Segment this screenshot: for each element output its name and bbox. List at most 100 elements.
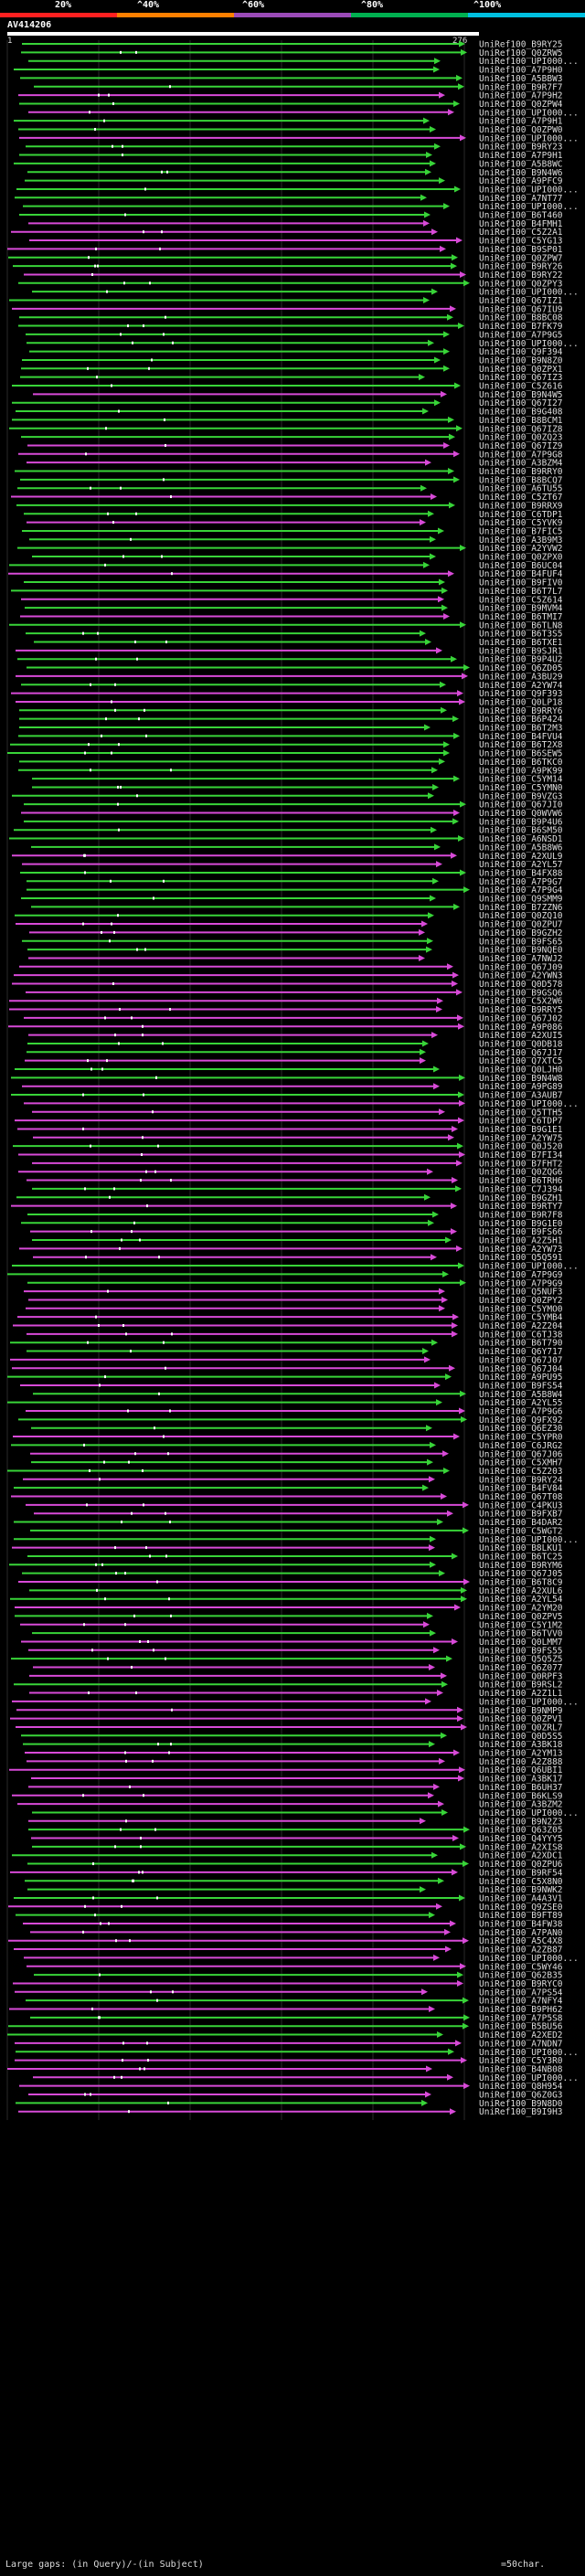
hit-row[interactable]: UniRef100_B6T3S5 [26,630,563,640]
hit-accession[interactable]: UniRef100_A9P086 [479,1023,563,1033]
hit-row[interactable]: UniRef100_B9N4W5 [33,390,563,400]
hit-row[interactable]: UniRef100_A2YVW2 [17,544,563,554]
hit-accession[interactable]: UniRef100_Q67J05 [479,1569,563,1579]
hit-accession[interactable]: UniRef100_B6KLS9 [479,1791,563,1801]
hit-accession[interactable]: UniRef100_UPI000... [479,1954,579,1964]
hit-accession[interactable]: UniRef100_A2XUL9 [479,852,563,862]
hit-row[interactable]: UniRef100_A2Z204 [13,1321,563,1331]
hit-accession[interactable]: UniRef100_UPI000... [479,2048,579,2058]
hit-row[interactable]: UniRef100_B9N8D0 [16,2099,563,2109]
hit-row[interactable]: UniRef100_UPI000... [24,1099,579,1109]
hit-accession[interactable]: UniRef100_A5C4X8 [479,1936,563,1946]
hit-accession[interactable]: UniRef100_B9SP01 [479,245,563,255]
hit-row[interactable]: UniRef100_A4A3V1 [14,1893,563,1903]
hit-accession[interactable]: UniRef100_Q0ZPU7 [479,920,563,930]
hit-accession[interactable]: UniRef100_A7P9H0 [479,66,563,76]
hit-accession[interactable]: UniRef100_A2XUI5 [479,1031,563,1041]
hit-row[interactable]: UniRef100_UPI000... [33,2073,579,2083]
hit-accession[interactable]: UniRef100_B9RY24 [479,1475,563,1485]
hit-row[interactable]: UniRef100_A2XED2 [7,2030,563,2041]
hit-row[interactable]: UniRef100_C5ZT67 [11,493,563,503]
hit-row[interactable]: UniRef100_UPI000... [28,57,579,67]
hit-row[interactable]: UniRef100_A7P9H0 [14,66,563,76]
hit-accession[interactable]: UniRef100_B9FXB7 [479,1510,563,1520]
hit-accession[interactable]: UniRef100_Q5NUF3 [479,1288,563,1298]
hit-accession[interactable]: UniRef100_B6TXE1 [479,638,563,648]
hit-accession[interactable]: UniRef100_C5YPR0 [479,1433,563,1443]
hit-row[interactable]: UniRef100_A9PG89 [22,1082,563,1092]
hit-row[interactable]: UniRef100_A9PU95 [7,1373,563,1383]
hit-row[interactable]: UniRef100_Q0ZPX1 [21,365,563,375]
hit-accession[interactable]: UniRef100_Q0J520 [479,1142,563,1152]
hit-accession[interactable]: UniRef100_B9SJR1 [479,646,563,656]
hit-accession[interactable]: UniRef100_A2YWN3 [479,971,563,981]
hit-accession[interactable]: UniRef100_UPI000... [479,1808,579,1818]
hit-accession[interactable]: UniRef100_B6SM50 [479,826,563,836]
hit-row[interactable]: UniRef100_C5YMB4 [17,1313,563,1323]
hit-accession[interactable]: UniRef100_Q9ZSE0 [479,1903,563,1913]
hit-row[interactable]: UniRef100_C5XMH7 [31,1458,563,1468]
hit-row[interactable]: UniRef100_B9R7F8 [27,1210,563,1220]
hit-row[interactable]: UniRef100_C5Z2A1 [11,228,563,238]
hit-accession[interactable]: UniRef100_C5Y3R0 [479,2056,563,2066]
hit-row[interactable]: UniRef100_A7P9G9 [7,1270,563,1280]
hit-accession[interactable]: UniRef100_A5B8WC [479,159,563,169]
hit-row[interactable]: UniRef100_Q67I27 [12,398,563,408]
hit-accession[interactable]: UniRef100_B6TLN8 [479,620,563,631]
hit-accession[interactable]: UniRef100_A3BZM4 [479,459,563,469]
hit-accession[interactable]: UniRef100_UPI000... [479,1535,579,1545]
hit-row[interactable]: UniRef100_B9FT89 [16,1911,563,1921]
hit-accession[interactable]: UniRef100_B9MVM4 [479,604,563,614]
hit-row[interactable]: UniRef100_A7NDN7 [15,2039,563,2049]
hit-row[interactable]: UniRef100_A7P9G4 [27,885,563,896]
hit-row[interactable]: UniRef100_Q6UBI1 [9,1765,563,1776]
hit-accession[interactable]: UniRef100_A7P9G6 [479,1407,563,1417]
hit-row[interactable]: UniRef100_A2YL57 [22,860,563,870]
hit-row[interactable]: UniRef100_A2YL55 [7,1398,563,1408]
hit-row[interactable]: UniRef100_B9MVM4 [25,604,563,614]
hit-row[interactable]: UniRef100_B9NMP9 [16,1706,563,1716]
hit-row[interactable]: UniRef100_A6NSD1 [9,834,563,844]
hit-row[interactable]: UniRef100_C6TDP7 [15,1117,563,1127]
hit-row[interactable]: UniRef100_B7FK79 [18,322,563,332]
hit-row[interactable]: UniRef100_B6T460 [19,211,563,221]
hit-row[interactable]: UniRef100_C4PKU3 [26,1500,563,1511]
hit-row[interactable]: UniRef100_UPI000... [24,1954,579,1964]
hit-row[interactable]: UniRef100_Q9ZSE0 [8,1903,563,1913]
hit-accession[interactable]: UniRef100_A2Z204 [479,1321,563,1331]
hit-accession[interactable]: UniRef100_B9FS66 [479,1227,563,1237]
hit-accession[interactable]: UniRef100_B4FUF4 [479,569,563,579]
hit-row[interactable]: UniRef100_UPI000... [16,185,579,195]
hit-accession[interactable]: UniRef100_B4FW38 [479,1920,563,1930]
hit-accession[interactable]: UniRef100_Q0RPF3 [479,1671,563,1681]
hit-accession[interactable]: UniRef100_B9RRY6 [479,706,563,716]
hit-accession[interactable]: UniRef100_C4PKU3 [479,1500,563,1511]
hit-accession[interactable]: UniRef100_A3B9M3 [479,535,563,546]
hit-row[interactable]: UniRef100_B6T790 [10,1339,563,1349]
hit-row[interactable]: UniRef100_A2Z5H1 [32,1236,563,1246]
hit-row[interactable]: UniRef100_C5WY46 [27,1962,563,1972]
hit-row[interactable]: UniRef100_B9FIV0 [24,578,563,588]
hit-accession[interactable]: UniRef100_B9RY23 [479,143,563,153]
hit-row[interactable]: UniRef100_Q0D5S5 [21,1732,563,1742]
hit-row[interactable]: UniRef100_B6KLS9 [12,1791,563,1801]
hit-accession[interactable]: UniRef100_B9N4W5 [479,390,563,400]
hit-accession[interactable]: UniRef100_A9PG89 [479,1082,563,1092]
hit-row[interactable]: UniRef100_Q67J09 [19,962,563,972]
hit-accession[interactable]: UniRef100_A3BK18 [479,1740,563,1750]
hit-accession[interactable]: UniRef100_A2YW73 [479,1245,563,1255]
hit-accession[interactable]: UniRef100_B9GZH2 [479,928,563,938]
hit-accession[interactable]: UniRef100_A3BU29 [479,672,563,682]
hit-accession[interactable]: UniRef100_Q0LMM7 [479,1638,563,1648]
hit-row[interactable]: UniRef100_B9RY24 [23,1475,563,1485]
hit-accession[interactable]: UniRef100_B9RYC0 [479,1979,563,1989]
hit-accession[interactable]: UniRef100_Q0ZPU6 [479,1860,563,1870]
hit-row[interactable]: UniRef100_A2XUI5 [28,1031,563,1041]
hit-accession[interactable]: UniRef100_B4FVU4 [479,732,563,742]
hit-accession[interactable]: UniRef100_A7NFY4 [479,1997,563,2007]
hit-accession[interactable]: UniRef100_B6TKC0 [479,758,563,768]
hit-row[interactable]: UniRef100_Q9SMM9 [21,895,563,905]
hit-accession[interactable]: UniRef100_A7PS54 [479,1988,563,1998]
hit-row[interactable]: UniRef100_C5Y3R0 [15,2056,563,2066]
hit-accession[interactable]: UniRef100_Q67IU9 [479,304,563,314]
